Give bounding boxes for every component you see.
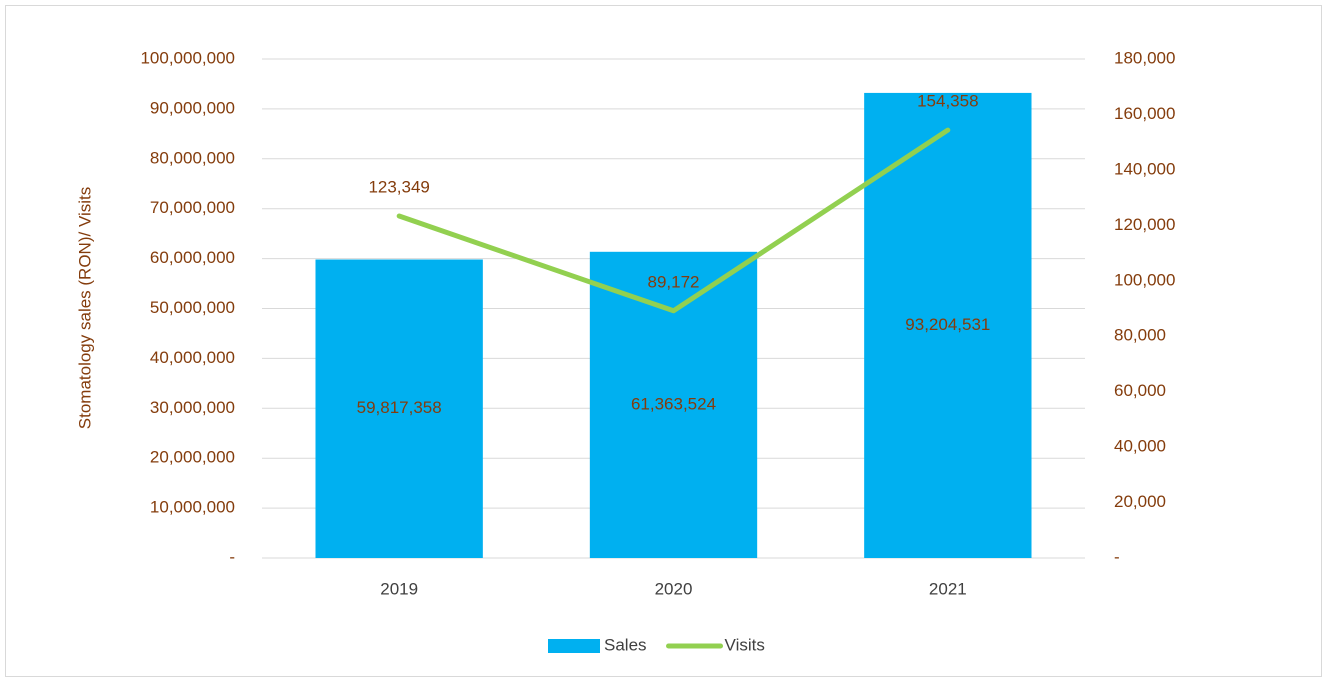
y2-tick-label: 40,000 [1114,437,1166,456]
y-tick-label: - [229,547,235,566]
x-tick-label: 2020 [655,579,693,598]
y-tick-label: 20,000,000 [150,448,235,467]
y-tick-label: 10,000,000 [150,498,235,517]
legend-label: Sales [604,635,647,654]
y-tick-label: 80,000,000 [150,148,235,167]
bar [315,259,483,558]
bar [589,251,758,558]
data-label: 89,172 [648,272,700,291]
y2-tick-label: 160,000 [1114,104,1175,123]
data-label: 154,358 [917,92,978,111]
bar [864,92,1032,558]
y-tick-label: 70,000,000 [150,198,235,217]
y2-tick-label: 180,000 [1114,48,1175,67]
y-tick-label: 100,000,000 [140,48,235,67]
y-tick-label: 60,000,000 [150,248,235,267]
y2-tick-label: 60,000 [1114,381,1166,400]
y-tick-label: 90,000,000 [150,98,235,117]
y-tick-label: 50,000,000 [150,298,235,317]
y2-tick-label: 80,000 [1114,326,1166,345]
y2-tick-label: 140,000 [1114,159,1175,178]
data-label: 59,817,358 [357,398,442,417]
y2-tick-label: 100,000 [1114,270,1175,289]
y2-tick-label: 120,000 [1114,215,1175,234]
legend-swatch [548,639,600,653]
y-axis-label: Stomatology sales (RON)/ Visits [75,187,94,429]
line [396,127,951,314]
y2-tick-label: - [1114,547,1120,566]
y-tick-label: 30,000,000 [150,398,235,417]
legend-label: Visits [725,635,765,654]
x-tick-label: 2019 [380,579,418,598]
data-label: 123,349 [368,178,429,197]
data-label: 61,363,524 [631,394,716,413]
data-label: 93,204,531 [905,315,990,334]
y-tick-label: 40,000,000 [150,348,235,367]
y2-tick-label: 20,000 [1114,492,1166,511]
x-tick-label: 2021 [929,579,967,598]
